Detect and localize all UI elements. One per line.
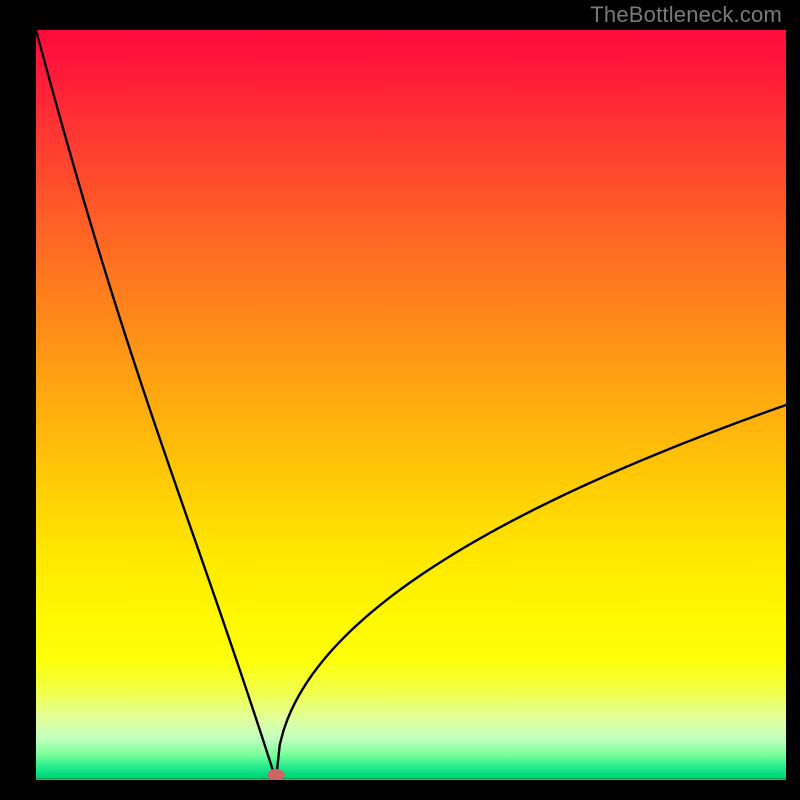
watermark-text: TheBottleneck.com xyxy=(590,2,782,28)
optimum-marker xyxy=(268,770,285,781)
plot-area xyxy=(36,30,786,780)
chart-container: TheBottleneck.com xyxy=(0,0,800,800)
